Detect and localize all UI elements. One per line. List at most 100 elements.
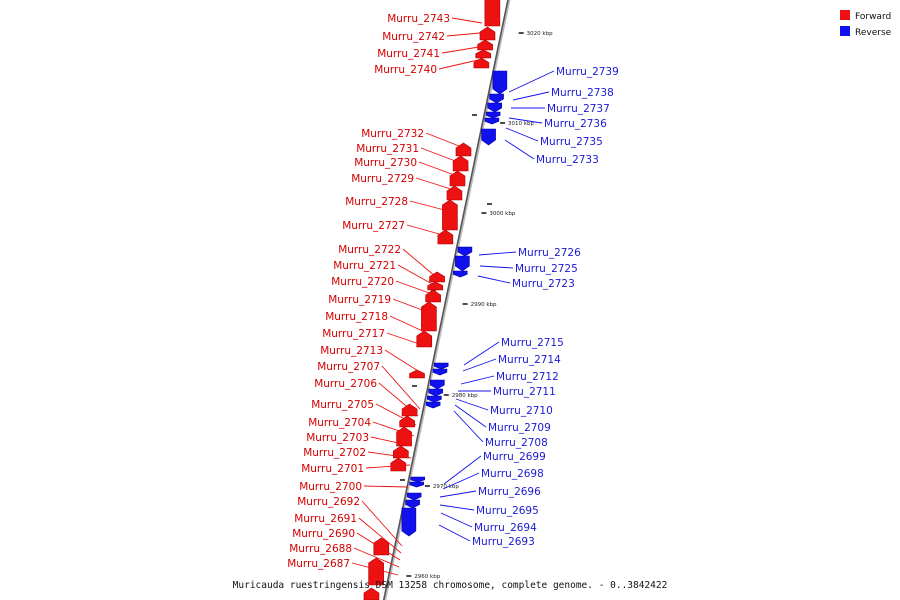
forward-gene-label: Murru_2717 <box>322 328 385 340</box>
forward-leader-line <box>378 382 419 417</box>
forward-leader-line <box>351 562 399 576</box>
forward-leader-line <box>356 532 401 561</box>
forward-gene-label: Murru_2721 <box>333 260 396 272</box>
reverse-leader-line <box>453 410 484 443</box>
forward-gene-label: Murru_2741 <box>377 48 440 60</box>
reverse-leader-line <box>462 358 497 372</box>
forward-gene-block <box>446 185 463 201</box>
forward-gene-label: Murru_2702 <box>303 447 366 459</box>
forward-gene-block <box>484 0 501 27</box>
figure-caption: Muricauda ruestringensis DSM 13258 chrom… <box>233 580 668 591</box>
reverse-leader-line <box>443 455 482 485</box>
reverse-gene-block <box>430 379 445 390</box>
reverse-gene-label: Murru_2694 <box>474 522 537 534</box>
forward-gene-label: Murru_2690 <box>292 528 355 540</box>
forward-leader-line <box>386 332 429 348</box>
forward-leader-line <box>381 365 421 410</box>
scale-label: 3000 kbp <box>489 211 515 217</box>
reverse-leader-line <box>508 117 543 124</box>
forward-leader-line <box>392 298 431 314</box>
forward-gene-label: Murru_2718 <box>325 311 388 323</box>
forward-leader-line <box>409 200 453 213</box>
axis-shadow <box>383 0 511 600</box>
forward-gene-label: Murru_2740 <box>374 64 437 76</box>
forward-gene-label: Murru_2728 <box>345 196 408 208</box>
forward-gene-block <box>401 403 418 417</box>
reverse-gene-label: Murru_2693 <box>472 536 535 548</box>
forward-gene-label: Murru_2743 <box>387 13 450 25</box>
forward-gene-block <box>477 39 493 51</box>
reverse-gene-label: Murru_2736 <box>544 118 607 130</box>
forward-gene-block <box>421 301 437 332</box>
reverse-gene-label: Murru_2735 <box>540 136 603 148</box>
reverse-gene-block <box>425 401 441 409</box>
reverse-gene-block <box>409 481 424 488</box>
reverse-gene-label: Murru_2738 <box>551 87 614 99</box>
reverse-gene-block <box>484 117 500 125</box>
legend-label: Reverse <box>855 28 892 38</box>
scale-label: 3010 kbp <box>508 121 534 127</box>
forward-gene-label: Murru_2722 <box>338 244 401 256</box>
reverse-gene-block <box>428 388 443 397</box>
forward-leader-line <box>372 421 415 437</box>
forward-gene-label: Murru_2720 <box>331 276 394 288</box>
reverse-leader-line <box>440 512 473 528</box>
reverse-leader-line <box>477 275 511 284</box>
reverse-gene-label: Murru_2698 <box>481 468 544 480</box>
reverse-gene-block <box>433 362 449 370</box>
forward-leader-line <box>438 59 479 70</box>
forward-gene-block <box>437 229 454 245</box>
forward-gene-block <box>479 26 496 41</box>
reverse-gene-label: Murru_2699 <box>483 451 546 463</box>
forward-leader-line <box>370 436 413 447</box>
reverse-leader-line <box>504 139 535 160</box>
forward-gene-label: Murru_2688 <box>289 543 352 555</box>
forward-leader-line <box>361 500 403 547</box>
forward-gene-label: Murru_2691 <box>294 513 357 525</box>
legend-label: Forward <box>855 12 891 22</box>
forward-gene-label: Murru_2742 <box>382 31 445 43</box>
forward-leader-line <box>367 451 412 459</box>
forward-leader-line <box>358 517 402 554</box>
gene-blocks <box>363 0 508 600</box>
forward-leader-line <box>420 147 459 163</box>
forward-gene-label: Murru_2704 <box>308 417 371 429</box>
reverse-gene-label: Murru_2695 <box>476 505 539 517</box>
reverse-leader-line <box>442 472 480 490</box>
forward-leader-line <box>418 161 458 177</box>
reverse-gene-label: Murru_2710 <box>490 405 553 417</box>
forward-leader-line <box>446 32 481 37</box>
scale-label: 3020 kbp <box>527 31 553 37</box>
forward-gene-label: Murru_2692 <box>297 496 360 508</box>
forward-gene-block <box>473 57 490 69</box>
forward-gene-label: Murru_2701 <box>301 463 364 475</box>
scale-label: 2970 kbp <box>433 484 459 490</box>
reverse-leader-line <box>478 251 517 256</box>
forward-gene-block <box>409 369 425 379</box>
forward-gene-block <box>449 170 466 187</box>
reverse-leader-line <box>463 341 500 366</box>
leader-lines <box>351 17 555 576</box>
reverse-gene-label: Murru_2739 <box>556 66 619 78</box>
reverse-gene-block <box>406 492 422 501</box>
legend-swatch <box>840 10 850 20</box>
scale-label: 2980 kbp <box>452 393 478 399</box>
reverse-leader-line <box>439 490 477 498</box>
forward-gene-label: Murru_2713 <box>320 345 383 357</box>
reverse-gene-label: Murru_2733 <box>536 154 599 166</box>
legend-swatch <box>840 26 850 36</box>
forward-gene-block <box>368 557 384 586</box>
forward-leader-line <box>425 132 460 147</box>
forward-leader-line <box>389 315 430 335</box>
forward-gene-block <box>442 199 458 231</box>
forward-gene-label: Murru_2700 <box>299 481 362 493</box>
reverse-gene-label: Murru_2737 <box>547 103 610 115</box>
reverse-gene-block <box>427 395 442 403</box>
reverse-gene-label: Murru_2712 <box>496 371 559 383</box>
forward-gene-block <box>455 142 472 157</box>
reverse-gene-block <box>410 476 425 483</box>
reverse-gene-block <box>455 255 470 272</box>
forward-gene-block <box>452 155 469 172</box>
reverse-gene-label: Murru_2696 <box>478 486 541 498</box>
